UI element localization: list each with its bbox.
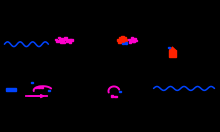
Bar <box>114 96 117 97</box>
Bar <box>121 39 124 41</box>
Bar <box>132 40 134 42</box>
Bar <box>135 40 137 41</box>
Bar <box>64 37 67 39</box>
Bar <box>60 38 63 39</box>
Bar <box>41 87 43 88</box>
Bar <box>121 36 124 38</box>
Bar <box>66 40 69 42</box>
Bar <box>168 47 170 48</box>
Bar <box>70 39 73 41</box>
Bar <box>129 41 132 43</box>
Bar <box>69 41 71 43</box>
Bar <box>66 40 68 41</box>
Bar <box>62 42 65 43</box>
Bar <box>128 39 131 40</box>
Bar <box>6 88 16 91</box>
Bar <box>64 39 66 40</box>
Bar <box>117 39 120 41</box>
Bar <box>56 40 59 42</box>
Bar <box>55 39 57 40</box>
Bar <box>118 41 121 43</box>
Bar <box>124 39 127 41</box>
Bar <box>59 39 61 41</box>
Polygon shape <box>169 47 176 50</box>
Bar <box>125 42 127 44</box>
Bar <box>111 95 113 97</box>
Bar <box>119 91 121 92</box>
Bar <box>123 37 126 39</box>
Bar <box>122 40 125 42</box>
Bar <box>132 40 135 42</box>
Bar <box>38 86 40 88</box>
Bar <box>58 37 60 38</box>
Bar <box>119 37 123 39</box>
Bar <box>169 50 176 57</box>
Bar <box>48 90 50 91</box>
Bar <box>122 43 124 44</box>
Bar <box>35 87 37 88</box>
Bar <box>60 41 62 43</box>
Bar <box>31 82 33 83</box>
Bar <box>133 38 136 40</box>
Bar <box>61 40 64 42</box>
Bar <box>68 39 71 40</box>
Bar <box>131 37 133 39</box>
